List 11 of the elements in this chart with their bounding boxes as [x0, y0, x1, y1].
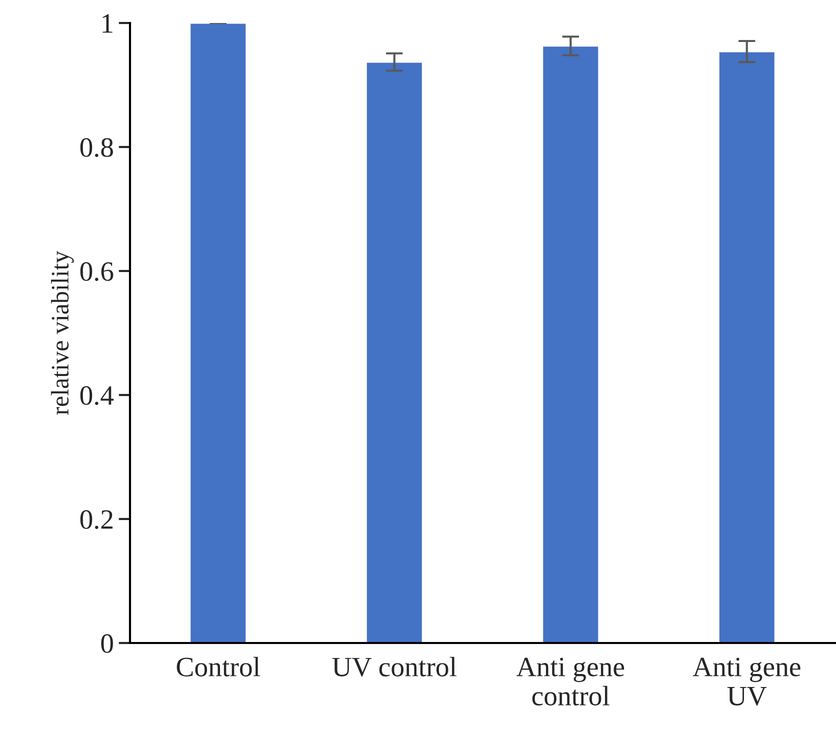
y-tick-label: 0	[101, 634, 113, 653]
x-tick-label: Anti gene UV	[692, 658, 800, 706]
x-tick-label: UV control	[332, 656, 456, 677]
y-tick-label: 0.4	[80, 386, 114, 406]
y-tick-label: 0.8	[80, 138, 113, 158]
x-tick-label: Anti gene control	[516, 658, 624, 706]
y-tick-label: 0.2	[80, 510, 112, 530]
x-tick-label: Control	[176, 656, 260, 676]
y-axis-title: relative viability	[51, 250, 74, 415]
y-tick-label: 0.6	[80, 262, 114, 282]
y-tick-label: 1	[102, 14, 112, 33]
